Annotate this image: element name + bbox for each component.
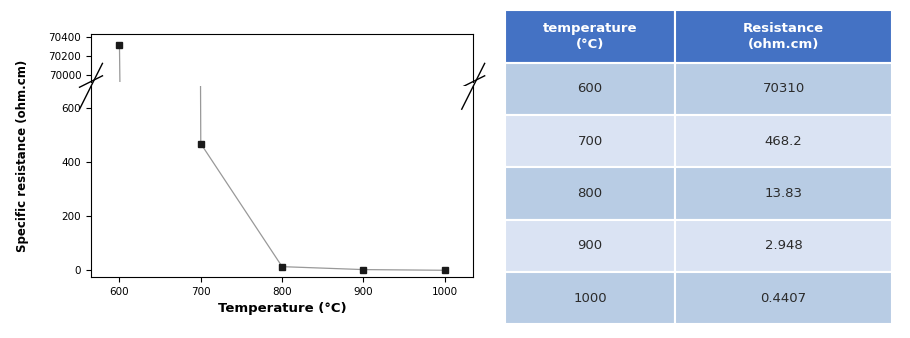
Bar (675, 167, 892, 220)
Bar (675, 220, 892, 272)
Text: 468.2: 468.2 (764, 135, 803, 148)
Bar (505, 10, 675, 63)
Text: 70310: 70310 (763, 82, 804, 95)
Bar (675, 63, 892, 115)
X-axis label: Temperature (°C): Temperature (°C) (217, 303, 347, 315)
Bar (505, 167, 675, 220)
Bar (505, 115, 675, 167)
Text: 600: 600 (578, 82, 602, 95)
Bar (505, 63, 675, 115)
Text: Specific resistance (ohm.cm): Specific resistance (ohm.cm) (16, 59, 29, 251)
Text: 900: 900 (578, 239, 602, 252)
Bar (675, 115, 892, 167)
Bar (505, 272, 675, 324)
Text: 0.4407: 0.4407 (761, 292, 806, 305)
Bar (675, 272, 892, 324)
Text: 2.948: 2.948 (764, 239, 803, 252)
Text: Resistance
(ohm.cm): Resistance (ohm.cm) (743, 22, 824, 51)
Bar (675, 10, 892, 63)
Text: temperature
(°C): temperature (°C) (543, 22, 637, 51)
Text: 13.83: 13.83 (764, 187, 803, 200)
Text: 800: 800 (578, 187, 602, 200)
Text: 700: 700 (578, 135, 602, 148)
Bar (505, 220, 675, 272)
Text: 1000: 1000 (573, 292, 607, 305)
